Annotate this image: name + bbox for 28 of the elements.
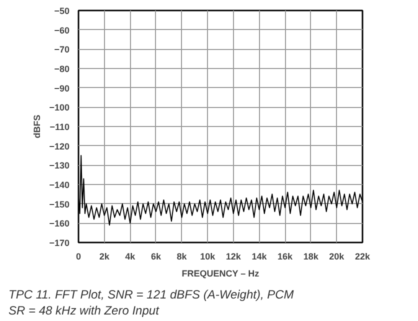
y-tick-label: −100 — [49, 102, 70, 113]
y-axis-title: dBFS — [32, 114, 42, 138]
x-tick-label: 6k — [150, 252, 162, 262]
x-tick-label: 10k — [200, 252, 216, 262]
x-tick-label: 0 — [76, 252, 82, 262]
x-tick-label: 20k — [329, 252, 346, 262]
x-tick-label: 12k — [226, 252, 242, 262]
y-tick-label: −50 — [54, 6, 70, 16]
text: TPC 11. FFT Plot, SNR = 121 dBFS (A-Weight), PCM SR = 48 kHz with Zero Input — [8, 287, 294, 318]
y-tick-label: −120 — [49, 141, 70, 152]
x-tick-label: 2k — [99, 252, 110, 262]
y-tick-label: −150 — [49, 199, 70, 210]
y-tick-label: −110 — [50, 122, 70, 132]
x-tick-label: 4k — [125, 252, 136, 262]
y-tick-label: −160 — [49, 218, 70, 229]
x-axis-title: FREQUENCY – Hz — [182, 268, 260, 278]
y-tick-label: −90 — [54, 83, 70, 94]
x-tick-label: 22k — [354, 252, 372, 262]
x-tick-label: 16k — [278, 252, 294, 262]
x-tick-label: 8k — [176, 252, 188, 262]
y-tick-label: −80 — [54, 64, 70, 74]
x-tick-label: 14k — [252, 252, 268, 262]
y-tick-label: −170 — [49, 238, 70, 248]
y-tick-label: −70 — [54, 44, 70, 55]
y-tick-label: −140 — [49, 180, 70, 190]
x-tick-label: 18k — [303, 252, 320, 262]
y-tick-label: −130 — [49, 160, 70, 171]
y-tick-label: −60 — [54, 25, 70, 36]
